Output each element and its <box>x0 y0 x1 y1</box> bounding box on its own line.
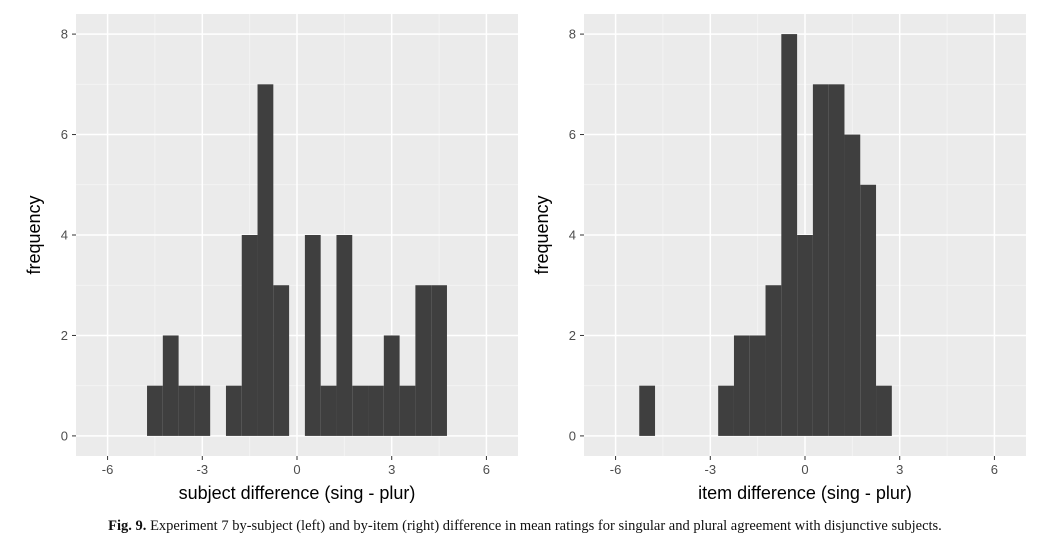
y-tick-label: 4 <box>61 228 68 243</box>
histogram-bar <box>828 84 845 436</box>
histogram-bar <box>749 335 766 436</box>
x-tick-label: -3 <box>705 462 717 477</box>
x-axis-title: item difference (sing - plur) <box>698 483 912 503</box>
histogram-bar <box>273 285 290 436</box>
y-tick-label: 8 <box>569 27 576 42</box>
x-tick-label: 0 <box>293 462 300 477</box>
x-tick-label: -6 <box>102 462 114 477</box>
histogram-bar <box>352 385 369 436</box>
histogram-bar <box>336 235 353 436</box>
histogram-bar <box>844 134 861 436</box>
histogram-bar <box>876 385 892 436</box>
histogram-bar <box>241 235 258 436</box>
y-tick-label: 0 <box>61 428 68 443</box>
x-axis-title: subject difference (sing - plur) <box>179 483 416 503</box>
x-tick-label: 6 <box>991 462 998 477</box>
histogram-bar <box>257 84 274 436</box>
y-axis-title: frequency <box>532 195 552 274</box>
x-tick-label: 3 <box>896 462 903 477</box>
y-tick-label: 8 <box>61 27 68 42</box>
y-tick-label: 6 <box>61 127 68 142</box>
histogram-bar <box>812 84 829 436</box>
y-tick-label: 2 <box>569 328 576 343</box>
histogram-bar <box>147 385 163 436</box>
histogram-bar <box>162 335 179 436</box>
histogram-bar <box>415 285 432 436</box>
histogram-bar <box>765 285 782 436</box>
histogram-bar <box>383 335 400 436</box>
histogram-bar <box>797 235 813 436</box>
x-tick-label: 6 <box>483 462 490 477</box>
histogram-bar <box>431 285 447 436</box>
caption-text: Experiment 7 by-subject (left) and by-it… <box>146 518 942 534</box>
histogram-bar <box>178 385 195 436</box>
caption-label: Fig. 9. <box>108 518 147 534</box>
histogram-bar <box>718 385 734 436</box>
histogram-bar <box>225 385 242 436</box>
y-tick-label: 6 <box>569 127 576 142</box>
left-histogram: -6 -3 0 3 6 0 2 4 6 8 subject difference (sing - p… <box>24 14 518 503</box>
histogram-bar <box>194 385 211 436</box>
right-histogram: -6 -3 0 3 6 0 2 4 6 8 item difference (sing - plur… <box>532 14 1026 503</box>
histogram-bar <box>781 34 798 436</box>
histogram-bar <box>399 385 416 436</box>
y-tick-label: 4 <box>569 228 576 243</box>
figure-charts: -6 -3 0 3 6 0 2 4 6 8 subject difference (sing - p… <box>24 14 1026 503</box>
histogram-bar <box>320 385 337 436</box>
histogram-bar <box>368 385 384 436</box>
histogram-bar <box>733 335 750 436</box>
histogram-bar <box>639 385 656 436</box>
x-tick-label: -6 <box>610 462 622 477</box>
histogram-bar <box>304 235 321 436</box>
y-tick-label: 0 <box>569 428 576 443</box>
figure-caption: Fig. 9. Experiment 7 by-subject (left) a… <box>0 518 1050 535</box>
y-axis-title: frequency <box>24 195 44 274</box>
x-tick-label: 0 <box>801 462 808 477</box>
y-tick-label: 2 <box>61 328 68 343</box>
histogram-bar <box>860 184 877 436</box>
x-tick-label: 3 <box>388 462 395 477</box>
x-tick-label: -3 <box>197 462 209 477</box>
